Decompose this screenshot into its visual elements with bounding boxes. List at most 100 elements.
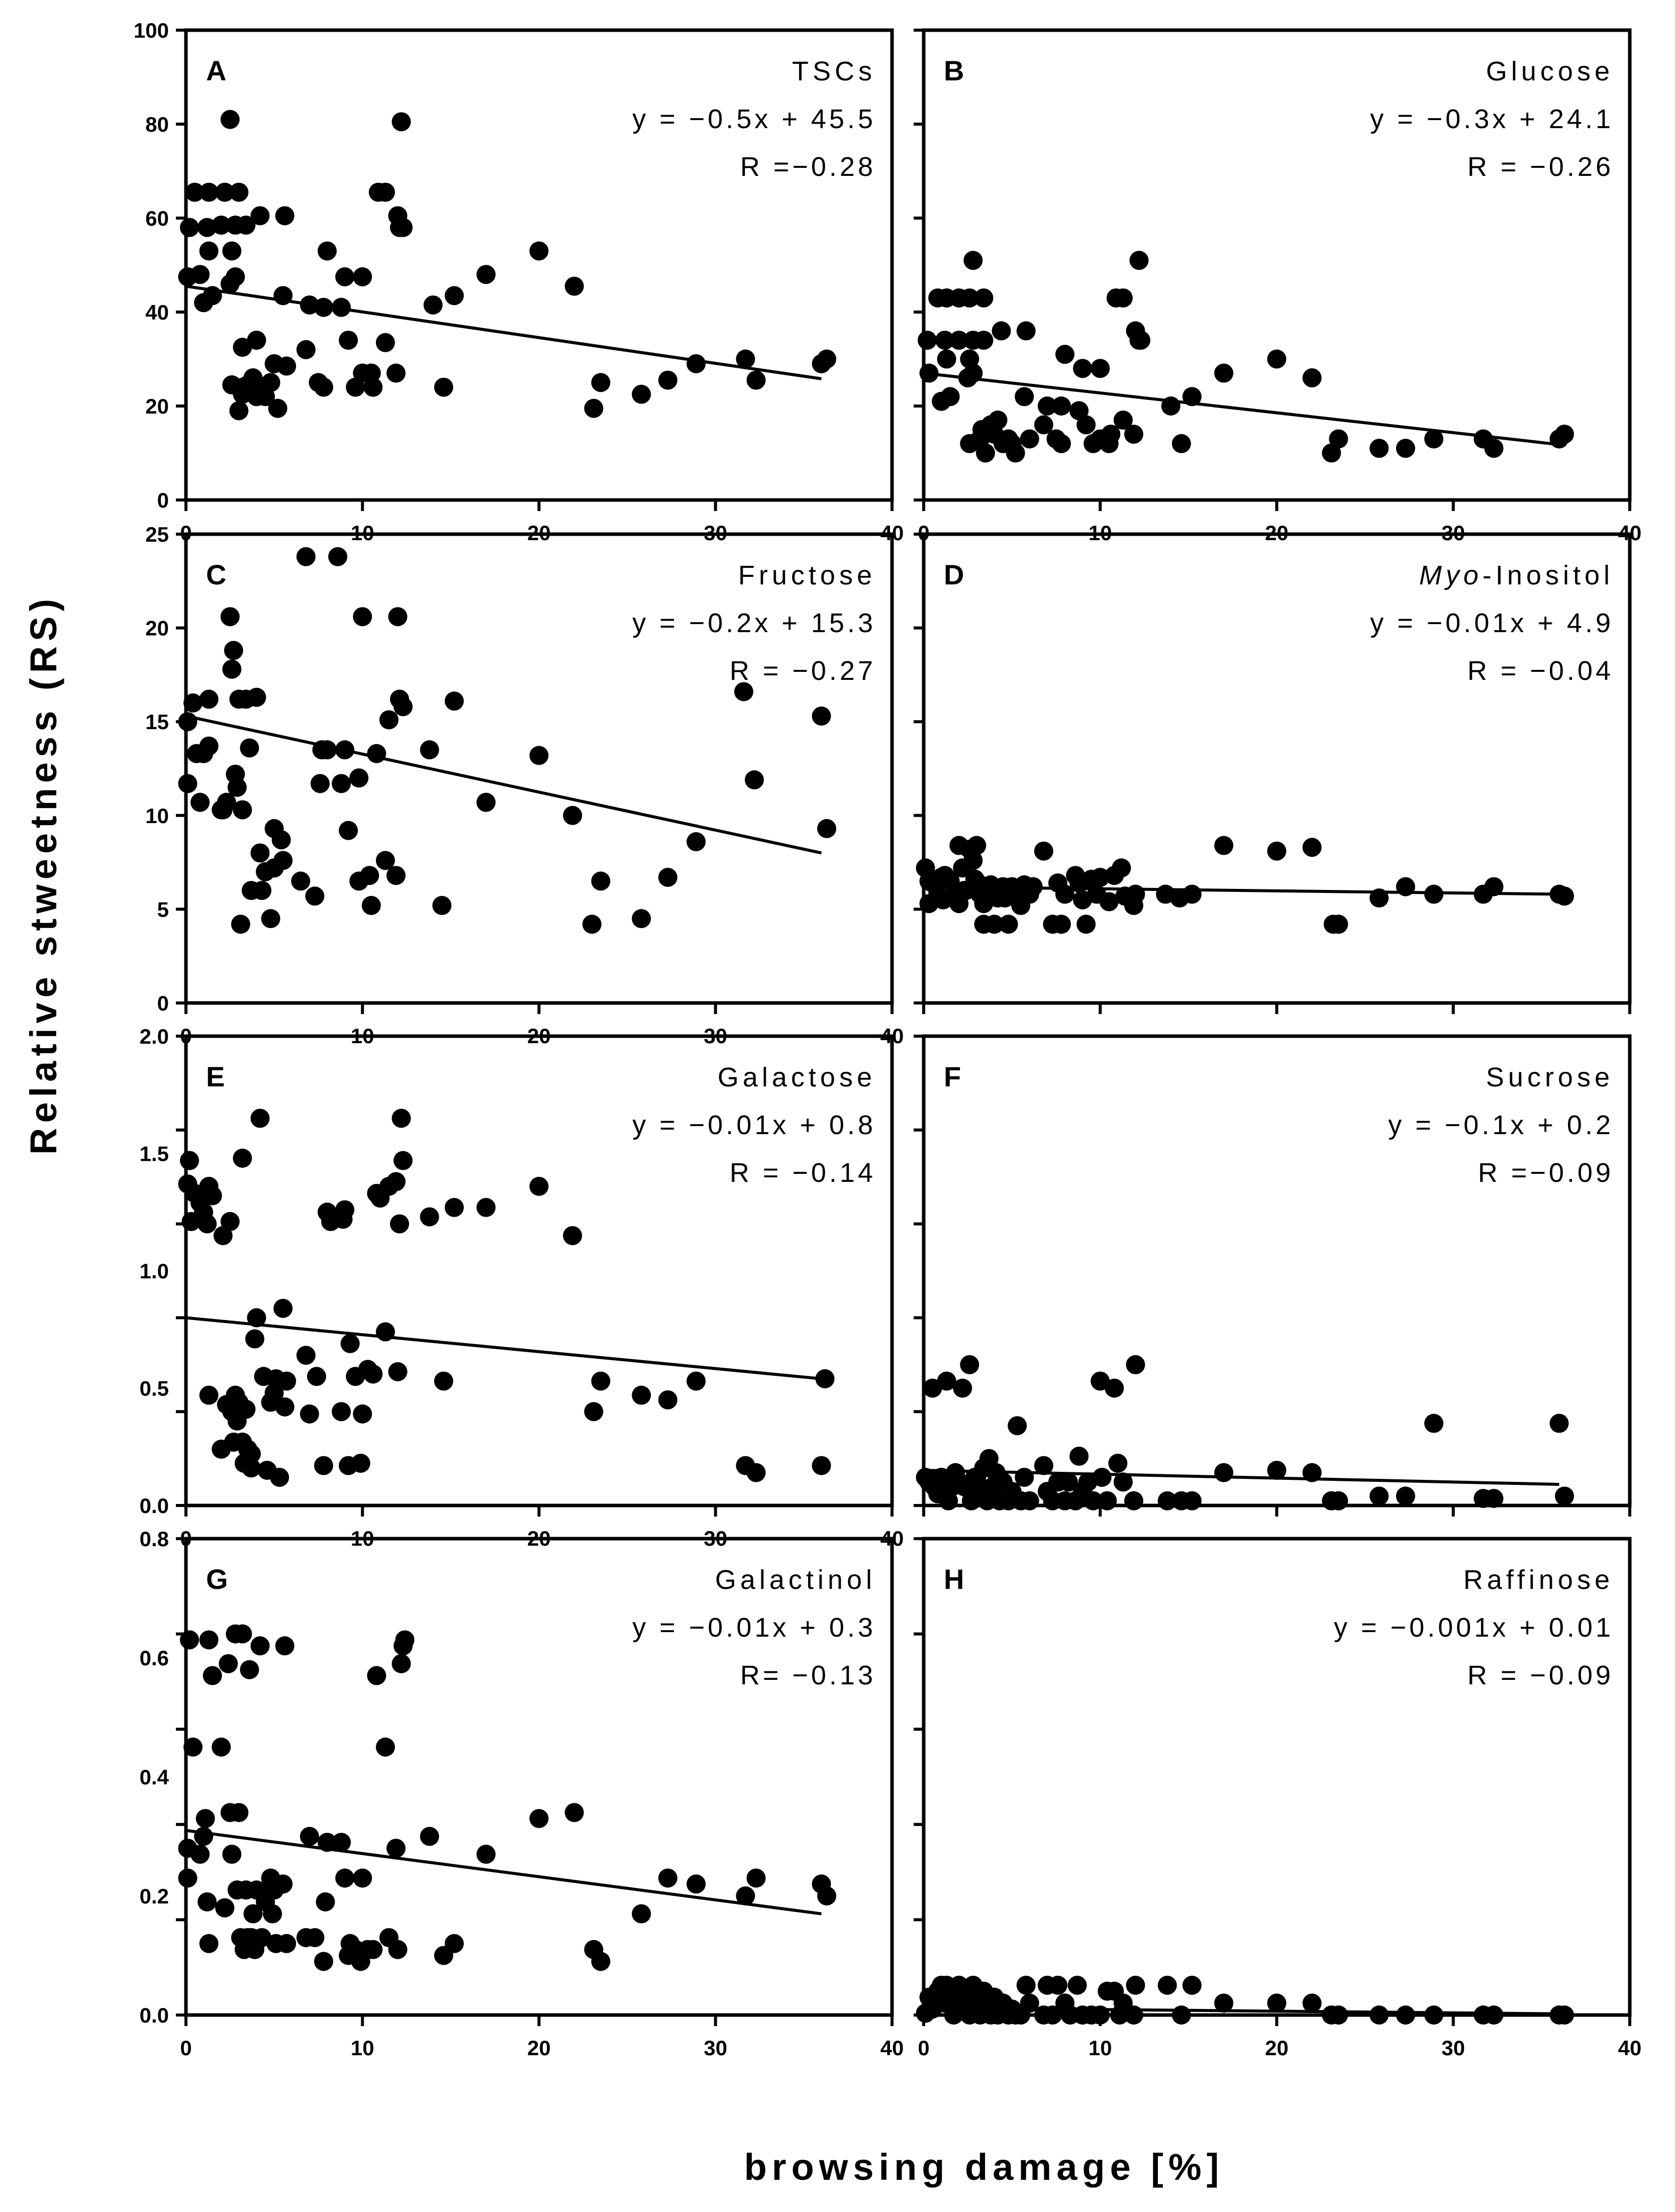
panel-e-data-point	[335, 1200, 355, 1220]
panel-b-data-point	[1073, 359, 1093, 378]
panel-b-data-point	[1424, 429, 1444, 449]
panel-c-r-value: R = −0.27	[730, 656, 876, 686]
x-axis-title: browsing damage [%]	[744, 2146, 1224, 2188]
panel-d-data-point	[963, 851, 983, 870]
panel-g-data-point	[198, 1892, 217, 1912]
panel-b-data-point	[1076, 415, 1096, 435]
panel-a-data-point	[339, 331, 358, 350]
panel-f-data-point	[1059, 1472, 1078, 1492]
panel-b-data-point	[988, 411, 1008, 430]
panel-e-data-point	[363, 1364, 383, 1384]
panel-e-data-point	[275, 1397, 294, 1417]
panel-a-data-point	[564, 276, 584, 296]
panel-b-data-point	[1555, 425, 1574, 444]
panel-d-data-point	[935, 866, 955, 885]
panel-a-data-point	[261, 373, 280, 392]
panel-b-data-point	[975, 443, 995, 463]
panel-a-data-point	[229, 182, 249, 202]
panel-e-data-point	[277, 1371, 297, 1391]
panel-a-data-point	[190, 265, 210, 284]
panel-b-equation: y = −0.3x + 24.1	[1370, 104, 1614, 134]
panel-f-data-point	[1396, 1486, 1415, 1506]
panel-g-data-point	[275, 1636, 294, 1656]
panel-a-title: TSCs	[792, 56, 876, 86]
panel-c-data-point	[224, 641, 243, 660]
panel-e-data-point	[391, 1109, 411, 1128]
panel-a-data-point	[529, 241, 549, 261]
panel-e-data-point	[434, 1371, 453, 1391]
panel-g-data-point	[233, 1624, 252, 1644]
panel-c-data-point	[367, 744, 386, 763]
panel-c-data-point	[632, 909, 651, 929]
panel-h-xtick-label: 0	[918, 2036, 929, 2060]
panel-e-data-point	[444, 1197, 464, 1217]
panel-b-data-point	[1484, 439, 1504, 458]
panel-a-equation: y = −0.5x + 45.5	[632, 104, 876, 134]
panel-c-data-point	[240, 738, 259, 758]
panel-g-letter: G	[206, 1563, 228, 1595]
panel-b-data-point	[992, 321, 1011, 341]
panel-e-ytick-label: 1.0	[140, 1259, 169, 1283]
panel-g-ytick-label: 0.4	[140, 1765, 169, 1789]
panel-a-data-point	[185, 182, 205, 202]
panel-f-data-point	[1214, 1463, 1234, 1482]
panel-b-data-point	[1302, 368, 1322, 387]
panel-e-data-point	[332, 1402, 351, 1422]
panel-f-title-rest: Sucrose	[1486, 1062, 1614, 1092]
panel-g-data-point	[199, 1630, 219, 1650]
panel-a-data-point	[434, 377, 453, 397]
panel-f-data-point	[1069, 1446, 1089, 1466]
panel-h-equation: y = −0.001x + 0.01	[1334, 1613, 1614, 1643]
panel-b-data-point	[1016, 321, 1036, 341]
panel-b-data-point	[1037, 396, 1057, 416]
panel-c-data-point	[420, 740, 439, 760]
panel-e-data-point	[199, 1385, 219, 1405]
panel-a-frame	[184, 28, 894, 502]
panel-d-data-point	[1034, 841, 1053, 861]
panel-c-data-point	[379, 710, 399, 730]
panel-a-data-point	[658, 370, 677, 390]
panel-b-r-value: R = −0.26	[1467, 152, 1614, 182]
panel-h-data-point	[1267, 1993, 1287, 2013]
panel-f-r-value: R =−0.09	[1478, 1158, 1614, 1188]
panel-c-trend-line	[185, 715, 822, 855]
panel-c-ytick-label: 25	[145, 523, 169, 546]
panel-a-data-point	[444, 286, 464, 306]
panel-c-data-point	[432, 895, 452, 915]
panel-d-frame	[922, 532, 1632, 1005]
panel-a-data-point	[247, 331, 266, 350]
panel-g-data-point	[658, 1868, 677, 1888]
panel-c-ytick-label: 5	[157, 897, 169, 921]
panel-g-data-point	[219, 1654, 238, 1673]
panel-c-data-point	[296, 547, 316, 566]
panel-f-data-point	[1329, 1491, 1348, 1511]
panel-f-data-point	[1113, 1472, 1133, 1492]
panel-b-data-point	[935, 331, 955, 350]
panel-h-data-point	[1067, 1975, 1087, 1995]
panel-a-ytick-label: 0	[157, 488, 169, 512]
panel-g-data-point	[632, 1904, 651, 1924]
panel-a-data-point	[222, 241, 242, 261]
panel-g-data-point	[363, 1940, 383, 1959]
panel-b-data-point	[1051, 434, 1071, 453]
panel-f: F Sucrose y = −0.1x + 0.2 R =−0.09	[914, 1034, 1632, 1517]
panel-g-data-point	[212, 1737, 231, 1757]
panel-b-trend-line	[923, 371, 1559, 446]
panel-c-ytick-label: 0	[157, 991, 169, 1015]
panel-e-data-point	[247, 1308, 266, 1328]
panel-a-data-point	[817, 349, 837, 369]
panel-h-data-point	[1182, 1975, 1202, 1995]
panel-f-data-point	[923, 1378, 942, 1398]
panel-g-xtick-label: 10	[351, 2036, 374, 2060]
panel-h-data-point	[1484, 2005, 1504, 2025]
panel-d-data-point	[1091, 867, 1110, 887]
panel-a-title-rest: TSCs	[792, 56, 876, 86]
panel-f-frame	[922, 1034, 1632, 1507]
y-axis-title: Relative stweetness (RS)	[23, 594, 64, 1155]
panel-d-data-point	[1267, 841, 1287, 861]
panel-g-data-point	[420, 1827, 439, 1846]
panel-e-equation: y = −0.01x + 0.8	[632, 1110, 876, 1140]
panel-d: D Myo-Inositol y = −0.01x + 4.9 R = −0.04	[914, 532, 1632, 1014]
panel-a-data-point	[361, 363, 381, 383]
